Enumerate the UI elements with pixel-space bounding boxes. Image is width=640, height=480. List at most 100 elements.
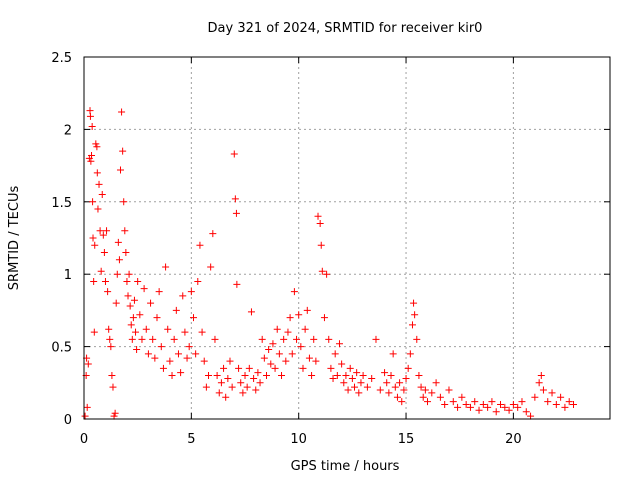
data-point [340, 379, 348, 387]
data-point [288, 350, 296, 358]
data-point [552, 401, 560, 409]
data-point [84, 360, 92, 368]
data-point [286, 314, 294, 322]
data-point [92, 140, 100, 148]
data-point [215, 389, 223, 397]
data-point [97, 267, 105, 275]
grid-lines [84, 57, 610, 419]
data-point [129, 314, 137, 322]
data-point [260, 354, 268, 362]
x-tick-label: 10 [290, 432, 307, 447]
data-point [445, 386, 453, 394]
data-point [320, 314, 328, 322]
data-point [198, 328, 206, 336]
data-point [88, 123, 96, 131]
data-point [466, 403, 474, 411]
data-point [342, 372, 350, 380]
data-point [393, 393, 401, 401]
data-point [88, 151, 96, 159]
data-point [275, 350, 283, 358]
data-point [471, 398, 479, 406]
data-point [205, 372, 213, 380]
data-point [312, 357, 320, 365]
data-point [363, 383, 371, 391]
data-point [108, 372, 116, 380]
data-point [194, 277, 202, 285]
x-axis-label: GPS time / hours [291, 459, 400, 474]
data-point [505, 406, 513, 414]
data-point [109, 383, 117, 391]
data-point [103, 227, 111, 235]
data-point [329, 374, 337, 382]
data-point [256, 379, 264, 387]
data-point [323, 270, 331, 278]
data-point [86, 112, 94, 120]
data-point [509, 401, 517, 409]
data-point [200, 357, 208, 365]
data-point [344, 386, 352, 394]
data-point [492, 408, 500, 416]
y-tick-label: 2 [64, 123, 72, 138]
data-point [115, 256, 123, 264]
data-point [172, 306, 180, 314]
data-point [128, 335, 136, 343]
data-point [83, 403, 91, 411]
data-point [385, 389, 393, 397]
data-point [391, 383, 399, 391]
data-point [247, 308, 255, 316]
data-point [134, 277, 142, 285]
data-point [202, 383, 210, 391]
data-point [310, 335, 318, 343]
data-point [419, 393, 427, 401]
data-point [348, 374, 356, 382]
data-point [170, 335, 178, 343]
data-point [233, 280, 241, 288]
data-point [295, 311, 303, 319]
data-point [155, 288, 163, 296]
data-point [81, 412, 89, 420]
data-point [278, 372, 286, 380]
data-point [142, 325, 150, 333]
data-point [232, 209, 240, 217]
data-point [316, 220, 324, 228]
data-point [404, 364, 412, 372]
data-point [518, 398, 526, 406]
data-point [383, 379, 391, 387]
data-point [116, 166, 124, 174]
chart-title: Day 321 of 2024, SRMTID for receiver kir… [208, 21, 483, 36]
data-point [436, 393, 444, 401]
data-point [183, 354, 191, 362]
y-tick-label: 2.5 [51, 51, 72, 66]
data-point [522, 408, 530, 416]
data-point [424, 398, 432, 406]
data-point [121, 227, 129, 235]
y-tick-label: 1.5 [51, 196, 72, 211]
data-points [81, 107, 578, 420]
data-point [237, 379, 245, 387]
data-point [138, 335, 146, 343]
data-point [110, 412, 118, 420]
data-point [282, 357, 290, 365]
data-point [411, 311, 419, 319]
data-point [147, 299, 155, 307]
data-point [432, 379, 440, 387]
data-point [303, 306, 311, 314]
data-point [120, 198, 128, 206]
y-axis-label: SRMTID / TECUs [7, 186, 22, 291]
data-point [262, 372, 270, 380]
data-point [230, 150, 238, 158]
data-point [346, 364, 354, 372]
data-point [179, 292, 187, 300]
data-point [396, 379, 404, 387]
data-point [299, 364, 307, 372]
data-point [527, 412, 535, 420]
data-point [124, 292, 132, 300]
data-point [280, 335, 288, 343]
data-point [376, 386, 384, 394]
y-tick-label: 0 [64, 413, 72, 428]
data-point [484, 403, 492, 411]
data-point [449, 398, 457, 406]
data-point [290, 288, 298, 296]
data-point [381, 369, 389, 377]
data-point [123, 277, 131, 285]
